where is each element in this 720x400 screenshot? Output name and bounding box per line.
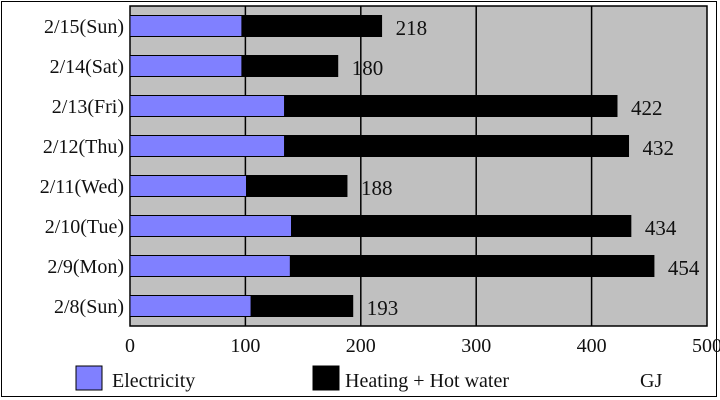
x-tick-label: 0 (125, 335, 135, 357)
bar-heating-hot-water (291, 215, 632, 237)
total-value-label: 188 (361, 176, 393, 200)
bar-electricity (129, 15, 243, 37)
category-label: 2/11(Wed) (40, 176, 124, 198)
plot-background (129, 5, 708, 327)
unit-label: GJ (640, 370, 662, 392)
legend-swatch-electricity (75, 365, 103, 391)
x-tick-label: 200 (346, 335, 376, 357)
total-value-label: 422 (631, 96, 663, 120)
bar-heating-hot-water (250, 295, 354, 317)
category-label: 2/10(Tue) (45, 216, 124, 238)
category-label: 2/15(Sun) (44, 16, 124, 38)
legend-label-heating-hot-water: Heating + Hot water (345, 370, 509, 392)
bar-electricity (129, 55, 243, 77)
bar-electricity (129, 175, 248, 197)
legend: Electricity Heating + Hot water GJ (75, 365, 662, 392)
bar-heating-hot-water (241, 15, 383, 37)
plot-area (129, 5, 708, 327)
bar-heating-hot-water (284, 95, 618, 117)
category-label: 2/9(Mon) (47, 256, 124, 278)
total-value-label: 432 (643, 136, 675, 160)
total-value-label: 193 (367, 296, 399, 320)
bar-electricity (129, 135, 286, 157)
total-value-label: 218 (396, 16, 428, 40)
total-value-label: 454 (668, 256, 700, 280)
x-tick-label: 400 (577, 335, 607, 357)
legend-swatch-heating-hot-water (312, 365, 340, 391)
bar-heating-hot-water (246, 175, 348, 197)
bar-electricity (129, 295, 252, 317)
category-labels: 2/15(Sun) 2/14(Sat) 2/13(Fri) 2/12(Thu) 2/11… (40, 16, 124, 318)
bar-heating-hot-water (241, 55, 339, 77)
total-value-labels: 218 180 422 432 188 434 454 193 (352, 16, 700, 320)
category-label: 2/13(Fri) (52, 96, 124, 118)
bar-electricity (129, 255, 291, 277)
x-tick-label: 300 (461, 335, 491, 357)
category-label: 2/12(Thu) (43, 136, 124, 158)
bar-heating-hot-water (284, 135, 630, 157)
bars (129, 15, 655, 317)
total-value-label: 180 (352, 56, 384, 80)
bar-electricity (129, 215, 293, 237)
x-tick-label: 100 (230, 335, 260, 357)
category-label: 2/8(Sun) (54, 296, 124, 318)
x-tick-label: 500 (692, 335, 720, 357)
bar-electricity (129, 95, 286, 117)
x-axis-ticks: 0 100 200 300 400 500 (125, 335, 720, 357)
category-label: 2/14(Sat) (50, 56, 124, 78)
legend-label-electricity: Electricity (112, 370, 195, 392)
total-value-label: 434 (645, 216, 677, 240)
bar-heating-hot-water (289, 255, 655, 277)
